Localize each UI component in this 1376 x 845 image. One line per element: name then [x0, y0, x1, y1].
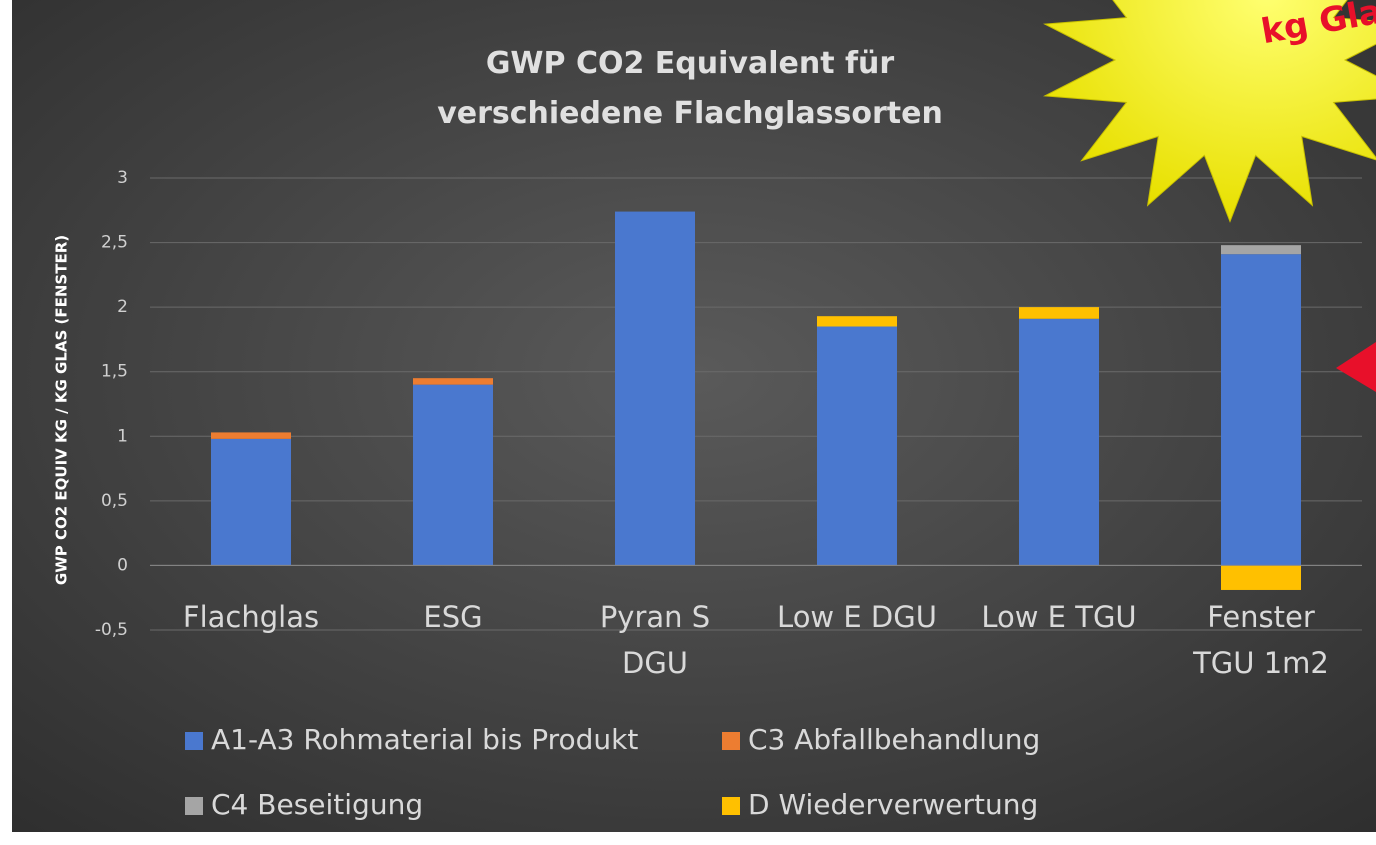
bar-segment: [1221, 245, 1301, 254]
x-tick-label: ESG: [353, 594, 553, 640]
y-axis-label: GWP CO2 EQUIV KG / KG GLAS (FENSTER): [53, 235, 71, 585]
y-tick-label: 0: [117, 555, 128, 575]
page: GWP CO2 Equivalent fürverschiedene Flach…: [0, 0, 1376, 845]
y-tick-label: 1: [117, 426, 128, 446]
bar-segment: [1019, 319, 1099, 566]
y-tick-label: 2: [117, 297, 128, 317]
y-tick-label: 2,5: [101, 233, 128, 253]
x-tick-label: Low E TGU: [959, 594, 1159, 640]
y-tick-label: 1,5: [101, 362, 128, 382]
legend-swatch: [185, 797, 203, 815]
y-tick-label: -0,5: [95, 620, 128, 640]
bar-segment: [211, 432, 291, 438]
bar-segment: [211, 439, 291, 566]
x-tick-label: Low E DGU: [757, 594, 957, 640]
legend-label: C4 Beseitigung: [211, 788, 423, 821]
x-tick-label: Pyran S DGU: [555, 594, 755, 686]
legend-label: A1-A3 Rohmaterial bis Produkt: [211, 723, 638, 756]
y-tick-label: 0,5: [101, 491, 128, 511]
legend-swatch: [722, 797, 740, 815]
x-tick-label: Flachglas: [151, 594, 351, 640]
bar-segment: [1221, 565, 1301, 590]
bar-segment: [1019, 307, 1099, 319]
chart: GWP CO2 Equivalent fürverschiedene Flach…: [0, 0, 1376, 845]
legend-swatch: [722, 732, 740, 750]
y-tick-label: 3: [117, 168, 128, 188]
bar-segment: [413, 378, 493, 384]
x-tick-label: Fenster TGU 1m2: [1161, 594, 1361, 686]
bar-segment: [817, 316, 897, 326]
legend-swatch: [185, 732, 203, 750]
legend-label: C3 Abfallbehandlung: [748, 723, 1040, 756]
bar-segment: [1221, 254, 1301, 565]
bar-segment: [615, 212, 695, 566]
bar-segment: [817, 327, 897, 566]
legend-label: D Wiederverwertung: [748, 788, 1038, 821]
bar-segment: [413, 385, 493, 566]
